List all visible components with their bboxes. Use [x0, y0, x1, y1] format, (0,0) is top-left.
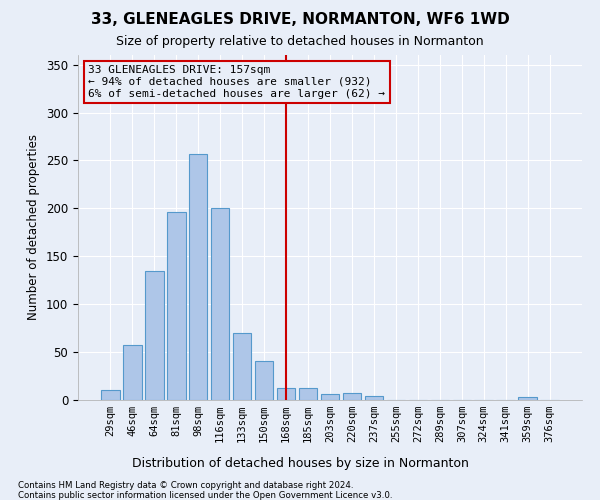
- Text: Contains public sector information licensed under the Open Government Licence v3: Contains public sector information licen…: [18, 491, 392, 500]
- Bar: [123, 346, 142, 400]
- Bar: [277, 388, 295, 400]
- Text: Contains HM Land Registry data © Crown copyright and database right 2024.: Contains HM Land Registry data © Crown c…: [18, 481, 353, 490]
- Bar: [320, 394, 340, 400]
- Text: Size of property relative to detached houses in Normanton: Size of property relative to detached ho…: [116, 35, 484, 48]
- Bar: [518, 397, 537, 400]
- Text: 33 GLENEAGLES DRIVE: 157sqm
← 94% of detached houses are smaller (932)
6% of sem: 33 GLENEAGLES DRIVE: 157sqm ← 94% of det…: [88, 66, 385, 98]
- Bar: [189, 154, 208, 400]
- Text: 33, GLENEAGLES DRIVE, NORMANTON, WF6 1WD: 33, GLENEAGLES DRIVE, NORMANTON, WF6 1WD: [91, 12, 509, 28]
- Text: Distribution of detached houses by size in Normanton: Distribution of detached houses by size …: [131, 458, 469, 470]
- Bar: [255, 360, 274, 400]
- Bar: [365, 396, 383, 400]
- Bar: [233, 333, 251, 400]
- Bar: [167, 212, 185, 400]
- Bar: [299, 388, 317, 400]
- Bar: [211, 208, 229, 400]
- Bar: [101, 390, 119, 400]
- Y-axis label: Number of detached properties: Number of detached properties: [28, 134, 40, 320]
- Bar: [343, 394, 361, 400]
- Bar: [145, 270, 164, 400]
